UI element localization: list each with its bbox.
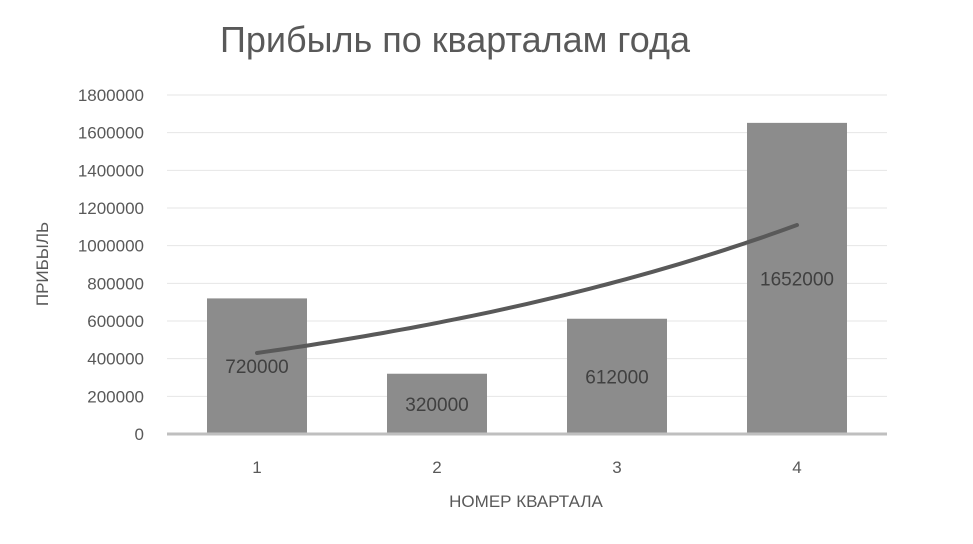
x-tick-label: 2 <box>432 458 441 477</box>
data-label: 1652000 <box>760 269 834 290</box>
y-axis-title: ПРИБЫЛЬ <box>33 222 52 306</box>
bar <box>747 122 847 434</box>
y-tick-label: 800000 <box>87 274 144 293</box>
y-tick-label: 200000 <box>87 387 144 406</box>
data-label: 720000 <box>225 357 288 378</box>
x-axis-title: НОМЕР КВАРТАЛА <box>449 492 603 511</box>
y-axis-ticks: 0 200000 400000 600000 800000 1000000 1200000 1… <box>78 86 144 444</box>
bar <box>387 373 487 434</box>
y-tick-label: 1400000 <box>78 161 144 180</box>
bars <box>207 122 847 434</box>
y-tick-label: 1000000 <box>78 237 144 256</box>
x-tick-label: 1 <box>252 458 261 477</box>
x-tick-label: 3 <box>612 458 621 477</box>
data-labels: 720000 320000 612000 1652000 <box>225 269 834 415</box>
y-tick-label: 1600000 <box>78 124 144 143</box>
bar <box>207 298 307 434</box>
y-tick-label: 400000 <box>87 350 144 369</box>
y-tick-label: 0 <box>135 425 144 444</box>
data-label: 320000 <box>405 395 468 416</box>
y-tick-label: 1800000 <box>78 86 144 105</box>
data-label: 612000 <box>585 367 648 388</box>
x-tick-label: 4 <box>792 458 801 477</box>
chart-title: Прибыль по кварталам года <box>220 19 691 60</box>
y-tick-label: 600000 <box>87 312 144 331</box>
bar <box>567 318 667 434</box>
trendline <box>255 223 799 355</box>
x-axis-ticks: 1 2 3 4 <box>252 458 801 477</box>
y-tick-label: 1200000 <box>78 199 144 218</box>
